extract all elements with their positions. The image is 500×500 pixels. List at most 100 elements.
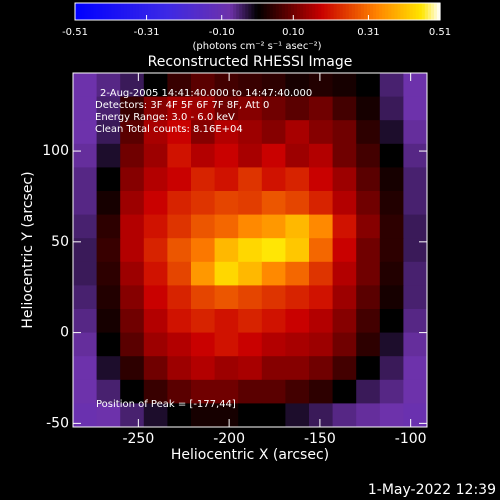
cell <box>403 238 427 263</box>
cell <box>96 356 121 381</box>
cell <box>285 285 310 310</box>
colorbar-segment <box>184 3 189 20</box>
cell <box>120 143 145 168</box>
colorbar-segment <box>376 3 380 20</box>
colorbar-segment <box>275 3 280 20</box>
cell <box>356 403 381 427</box>
cell <box>73 120 98 145</box>
cell <box>379 96 404 121</box>
cell <box>332 332 357 357</box>
cell <box>309 285 334 310</box>
cell <box>191 261 216 286</box>
cell <box>238 356 263 381</box>
cell <box>73 356 98 381</box>
cell <box>238 238 263 263</box>
cell <box>96 73 121 98</box>
cell <box>403 403 427 427</box>
colorbar-segment <box>211 3 216 20</box>
y-tick-label: 0 <box>60 325 69 341</box>
cell <box>356 332 381 357</box>
cell <box>214 214 239 239</box>
cell <box>356 261 381 286</box>
cell <box>309 309 334 334</box>
colorbar-tick-label: -0.10 <box>209 27 235 38</box>
cell <box>167 143 192 168</box>
cell <box>120 285 145 310</box>
cell <box>356 73 381 98</box>
colorbar-segment <box>333 3 338 20</box>
colorbar-label: (photons cm⁻² s⁻¹ asec⁻²) <box>192 41 321 52</box>
cell <box>191 120 216 145</box>
cell <box>214 191 239 216</box>
colorbar-segment <box>217 3 222 20</box>
cell <box>143 73 168 98</box>
cell <box>238 143 263 168</box>
colorbar-segment <box>342 3 347 20</box>
colorbar-segment <box>154 3 158 20</box>
cell <box>379 191 404 216</box>
cell <box>261 191 286 216</box>
cell <box>73 403 98 427</box>
cell <box>309 96 334 121</box>
cell <box>379 379 404 404</box>
colorbar-segment <box>330 3 335 20</box>
cell <box>403 73 427 98</box>
cell <box>403 214 427 239</box>
cell <box>143 120 168 145</box>
cell <box>332 73 357 98</box>
peak-label: Position of Peak = [-177,44] <box>96 399 236 410</box>
cell <box>379 403 404 427</box>
cell <box>403 191 427 216</box>
colorbar-segment <box>427 3 432 20</box>
colorbar-segment <box>214 3 219 20</box>
cell <box>238 379 263 404</box>
colorbar-segment <box>144 3 149 20</box>
colorbar-segment <box>84 3 88 20</box>
colorbar-segment <box>433 3 438 20</box>
cell <box>120 379 145 404</box>
colorbar-segment <box>141 3 146 20</box>
colorbar-segment <box>315 3 319 20</box>
colorbar-segment <box>157 3 161 20</box>
cell <box>403 332 427 357</box>
colorbar-segment <box>108 3 113 20</box>
colorbar-segment <box>394 3 399 20</box>
colorbar-segment <box>199 3 204 20</box>
cell <box>379 332 404 357</box>
annotation: Clean Total counts: 8.16E+04 <box>95 124 243 135</box>
cell <box>120 73 145 98</box>
cell <box>143 285 168 310</box>
cell <box>309 403 334 427</box>
y-tick-label: 50 <box>51 234 69 250</box>
cell <box>403 285 427 310</box>
cell <box>332 96 357 121</box>
colorbar-segment <box>357 3 362 20</box>
plot-frame <box>72 72 428 428</box>
colorbar-segment <box>370 3 374 20</box>
colorbar-segment <box>75 3 79 20</box>
chart-title: Reconstructed RHESSI Image <box>148 54 353 70</box>
colorbar-segment <box>391 3 395 20</box>
cell <box>238 214 263 239</box>
cell <box>191 332 216 357</box>
cell <box>332 167 357 192</box>
cell <box>73 73 98 98</box>
cell <box>403 167 427 192</box>
x-tick-label: -200 <box>213 431 245 447</box>
colorbar-segment <box>205 3 210 20</box>
colorbar-segment <box>309 3 313 20</box>
colorbar-segment <box>172 3 176 20</box>
annotation: 2-Aug-2005 14:41:40.000 to 14:47:40.000 <box>100 88 312 99</box>
x-tick-label: -100 <box>395 431 427 447</box>
cell <box>96 285 121 310</box>
cell <box>73 143 98 168</box>
cell <box>332 214 357 239</box>
colorbar-segment <box>421 3 426 20</box>
colorbar-segment <box>81 3 85 20</box>
cell <box>214 143 239 168</box>
cell <box>403 309 427 334</box>
colorbar-segment <box>233 3 237 20</box>
cell <box>285 238 310 263</box>
colorbar-segment <box>181 3 186 20</box>
cell <box>96 261 121 286</box>
